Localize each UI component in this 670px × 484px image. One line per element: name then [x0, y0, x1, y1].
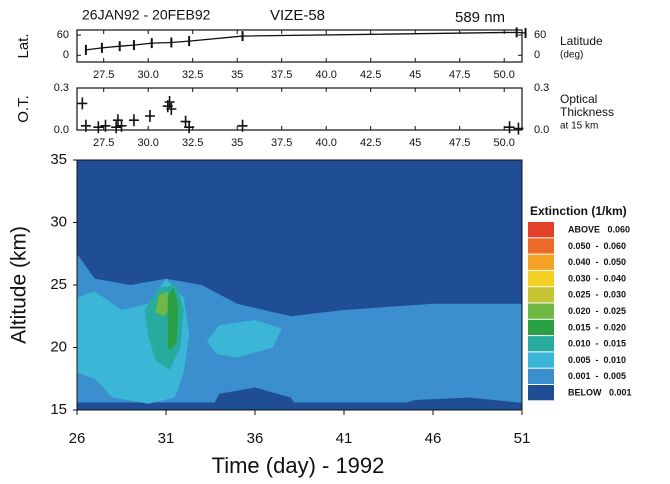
- y2-axis-label: (deg): [560, 50, 583, 61]
- y-tick-label: 0.3: [54, 82, 69, 94]
- optical-thickness-point: [504, 121, 515, 134]
- x-tick-label: 45: [409, 69, 421, 81]
- legend-label: 0.030 - 0.040: [568, 273, 626, 283]
- y-tick-label: 15: [50, 401, 67, 418]
- y-tick-label: 0.0: [54, 124, 69, 136]
- y-axis-title: Altitude (km): [8, 226, 31, 344]
- legend-swatch: [528, 352, 554, 368]
- x-tick-label: 32.5: [182, 137, 203, 149]
- x-tick-label: 37.5: [271, 69, 292, 81]
- x-tick-label: 46: [425, 430, 442, 447]
- y-axis-label: Lat.: [15, 33, 32, 58]
- x-tick-label: 37.5: [271, 137, 292, 149]
- latitude-line: [85, 31, 526, 51]
- extinction-region: [379, 397, 522, 410]
- x-tick-label: 32.5: [182, 69, 203, 81]
- legend-label: 0.005 - 0.010: [568, 355, 626, 365]
- y2-axis-label: Thickness: [560, 105, 614, 119]
- optical-thickness-point: [184, 121, 195, 134]
- legend-swatch: [528, 270, 554, 287]
- x-tick-label: 41: [336, 430, 353, 447]
- wavelength: 589 nm: [455, 9, 505, 26]
- legend-swatch: [528, 368, 554, 384]
- legend-swatch: [528, 385, 554, 401]
- legend-swatch: [528, 254, 554, 270]
- extinction-region: [167, 287, 179, 350]
- optical-thickness-point: [237, 119, 248, 132]
- y-axis-label: O.T.: [15, 95, 32, 123]
- optical-thickness-point: [80, 119, 91, 132]
- y2-axis-label: Optical: [560, 92, 597, 106]
- extinction-region: [210, 387, 300, 410]
- x-tick-label: 47.5: [449, 69, 470, 81]
- x-tick-label: 42.5: [360, 137, 381, 149]
- chart-title: VIZE-58: [270, 7, 325, 24]
- x-tick-label: 50.0: [493, 69, 514, 81]
- x-tick-label: 36: [247, 430, 264, 447]
- plot-frame: [76, 87, 523, 131]
- legend-label: 0.020 - 0.025: [568, 306, 626, 316]
- legend-label: BELOW 0.001: [568, 388, 632, 398]
- x-tick-label: 42.5: [360, 69, 381, 81]
- extinction-region: [77, 253, 522, 403]
- x-tick-label: 40.0: [315, 137, 336, 149]
- legend-swatch: [528, 319, 554, 336]
- optical-thickness-point: [144, 110, 155, 122]
- legend-swatch: [528, 287, 554, 303]
- legend-swatch: [528, 336, 554, 352]
- legend-swatch: [528, 238, 554, 254]
- legend-label: 0.050 - 0.060: [568, 241, 626, 251]
- optical-thickness-point: [111, 121, 122, 134]
- legend-label: 0.010 - 0.015: [568, 339, 626, 349]
- x-tick-label: 30.0: [137, 69, 158, 81]
- legend-label: ABOVE 0.060: [568, 225, 630, 235]
- legend-swatch: [528, 303, 554, 319]
- x-tick-label: 40.0: [315, 69, 336, 81]
- optical-thickness-point: [164, 96, 175, 108]
- optical-thickness-point: [77, 97, 88, 110]
- legend-label: 0.001 - 0.005: [568, 371, 626, 381]
- x-axis-title: Time (day) - 1992: [212, 453, 385, 478]
- x-tick-label: 27.5: [93, 69, 114, 81]
- optical-thickness-point: [93, 121, 104, 134]
- y2-tick-label: 0.3: [534, 82, 549, 94]
- x-tick-label: 47.5: [449, 137, 470, 149]
- x-tick-label: 51: [514, 430, 531, 447]
- plot-frame: [76, 29, 523, 63]
- optical-thickness-point: [513, 122, 524, 135]
- y2-axis-label: at 15 km: [560, 121, 598, 132]
- legend-title: Extinction (1/km): [530, 204, 627, 218]
- y2-tick-label: 0: [534, 49, 540, 61]
- x-tick-label: 27.5: [93, 137, 114, 149]
- x-tick-label: 31: [158, 430, 175, 447]
- legend-label: 0.025 - 0.030: [568, 290, 626, 300]
- y2-tick-label: 0.0: [534, 124, 549, 136]
- legend-label: 0.015 - 0.020: [568, 322, 626, 332]
- optical-thickness-point: [116, 119, 127, 132]
- y2-tick-label: 60: [534, 29, 546, 41]
- x-tick-label: 30.0: [137, 137, 158, 149]
- y-tick-label: 0: [63, 49, 69, 61]
- y-tick-label: 35: [50, 151, 67, 168]
- extinction-region: [155, 291, 170, 317]
- optical-thickness-point: [166, 103, 177, 115]
- x-tick-label: 35: [231, 69, 243, 81]
- y2-axis-label: Latitude: [560, 34, 603, 48]
- y-tick-label: 25: [50, 276, 67, 293]
- optical-thickness-point: [128, 114, 139, 127]
- y-tick-label: 20: [50, 338, 67, 355]
- legend-swatch: [528, 222, 554, 238]
- y-tick-label: 30: [50, 213, 67, 230]
- x-tick-label: 45: [409, 137, 421, 149]
- x-tick-label: 50.0: [493, 137, 514, 149]
- y-tick-label: 60: [57, 29, 69, 41]
- optical-thickness-point: [100, 119, 111, 132]
- x-tick-label: 35: [231, 137, 243, 149]
- date-range: 26JAN92 - 20FEB92: [82, 7, 211, 23]
- extinction-region: [206, 320, 282, 358]
- legend-label: 0.040 - 0.050: [568, 257, 626, 267]
- x-tick-label: 26: [69, 430, 86, 447]
